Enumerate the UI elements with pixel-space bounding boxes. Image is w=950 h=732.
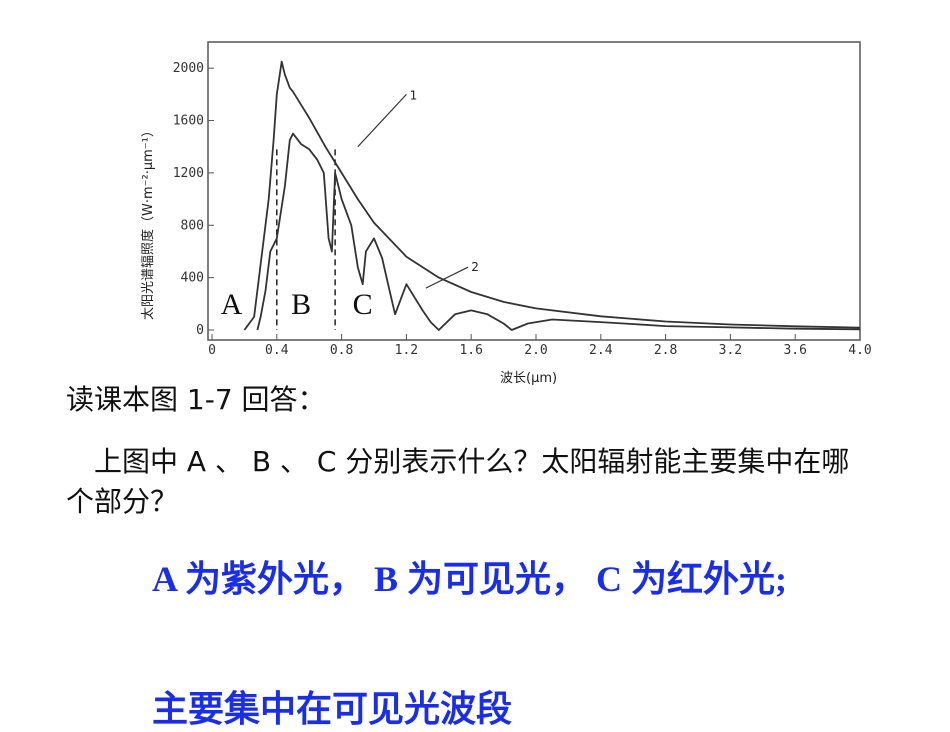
prompt-text: 读课本图 1-7 回答： [66, 383, 326, 416]
x-tick-label: 0.4 [265, 343, 289, 358]
answer-line-2: 主要集中在可见光波段 [152, 689, 513, 729]
answer-line-1: A 为紫外光， B 为可见光， C 为红外光; [152, 559, 788, 599]
x-tick-label: 4.0 [848, 343, 871, 358]
region-label-a: A [221, 288, 243, 321]
series-1-leader [357, 93, 407, 148]
x-tick-label: 2.4 [589, 343, 613, 358]
series-line-1 [243, 60, 861, 331]
y-tick-label: 2000 [173, 61, 204, 76]
series-2-leader [425, 266, 469, 289]
x-axis-label: 波长(μm) [500, 371, 557, 386]
region-label-b: B [291, 288, 311, 321]
question-text: 上图中 A 、 B 、 C 分别表示什么？太阳辐射能主要集中在哪个部分？ [66, 442, 876, 522]
series-1-label: 1 [410, 88, 418, 102]
x-axis-ticks: 0 0.4 0.8 1.2 1.6 2.0 2.4 2.8 3.2 3.6 4.0 [208, 334, 872, 358]
series-line-2 [256, 132, 861, 331]
x-tick-label: 2.8 [654, 343, 677, 358]
x-tick-label: 0.8 [330, 343, 353, 358]
plot-frame [207, 41, 861, 341]
x-tick-label: 3.2 [719, 343, 742, 358]
y-tick-label: 1200 [173, 166, 204, 181]
y-tick-label: 1600 [173, 114, 204, 129]
series-2-label: 2 [471, 260, 479, 274]
y-axis-label: 太阳光谱辐照度（W·m⁻²·μm⁻¹） [140, 124, 156, 320]
x-tick-label: 1.2 [395, 343, 418, 358]
region-label-c: C [353, 288, 373, 321]
y-tick-label: 0 [196, 323, 204, 338]
spectral-irradiance-chart: 0 0.4 0.8 1.2 1.6 2.0 2.4 2.8 3.2 3.6 4.0 0 400 800 1… [140, 41, 872, 386]
annotations: 1 2 A B C [221, 88, 479, 320]
x-tick-label: 3.6 [783, 343, 806, 358]
y-tick-label: 400 [181, 271, 204, 286]
series-lines [243, 60, 861, 331]
question-body: 上图中 A 、 B 、 C 分别表示什么？太阳辐射能主要集中在哪个部分？ [66, 445, 850, 518]
y-tick-label: 800 [181, 218, 204, 233]
x-tick-label: 1.6 [459, 343, 482, 358]
x-tick-label: 2.0 [524, 343, 547, 358]
x-tick-label: 0 [208, 343, 216, 358]
y-axis-ticks: 0 400 800 1200 1600 2000 [173, 61, 214, 338]
